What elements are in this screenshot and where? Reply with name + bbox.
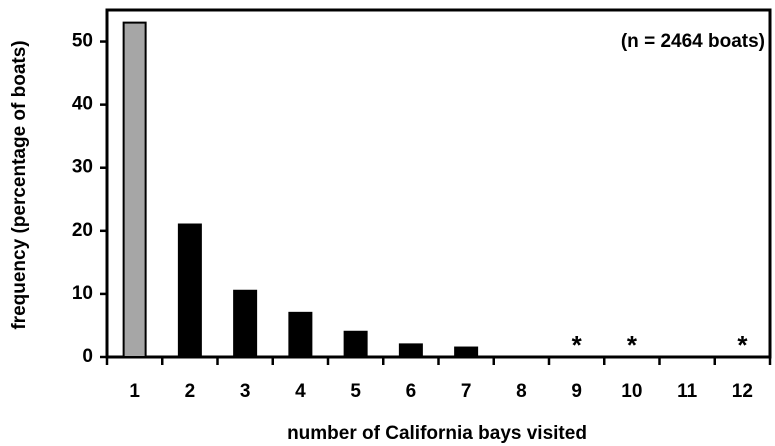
plot-frame — [105, 8, 772, 359]
y-tick-label: 50 — [72, 31, 93, 52]
bar — [177, 223, 202, 358]
marker: * — [737, 330, 748, 360]
x-tick-label: 5 — [350, 381, 361, 402]
x-tick-label: 11 — [677, 381, 698, 402]
x-tick-label: 6 — [406, 381, 417, 402]
bar — [398, 343, 423, 358]
marker: * — [572, 330, 583, 360]
x-tick-label: 1 — [129, 381, 140, 402]
x-tick-label: 7 — [461, 381, 472, 402]
y-tick-label: 0 — [82, 346, 93, 367]
x-tick-label: 9 — [571, 381, 582, 402]
bar — [233, 289, 258, 358]
bar — [122, 21, 147, 358]
y-axis-label: frequency (percentage of boats) — [9, 40, 30, 329]
x-tick-label: 4 — [295, 381, 306, 402]
bar — [454, 346, 479, 359]
x-tick-label: 10 — [621, 381, 642, 402]
x-tick-label: 2 — [185, 381, 196, 402]
bar — [343, 330, 368, 359]
marker: * — [627, 330, 638, 360]
y-tick-label: 10 — [72, 283, 93, 304]
x-axis-label: number of California bays visited — [287, 423, 587, 444]
x-tick-label: 3 — [240, 381, 251, 402]
annotation: (n = 2464 boats) — [621, 31, 765, 52]
y-tick-label: 20 — [72, 220, 93, 241]
y-tick-label: 30 — [72, 157, 93, 178]
x-tick-label: 12 — [732, 381, 753, 402]
y-tick-label: 40 — [72, 94, 93, 115]
bar — [288, 311, 313, 358]
x-tick-label: 8 — [516, 381, 527, 402]
